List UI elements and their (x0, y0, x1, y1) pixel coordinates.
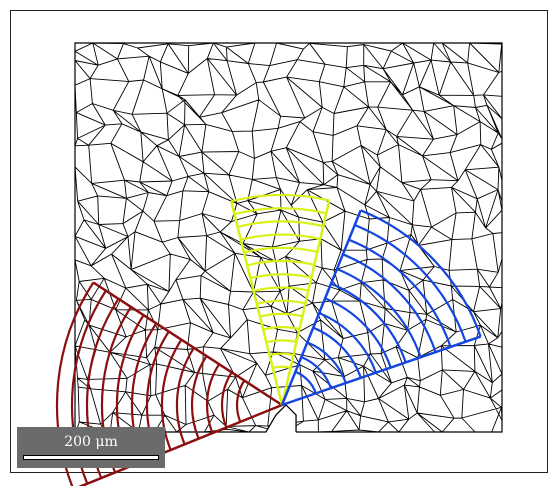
yellow-fan-arc (230, 193, 330, 203)
red-fan-arc (160, 339, 183, 451)
yellow-fan-arc (256, 299, 306, 305)
yellow-fan-arc (259, 312, 303, 318)
blue-fan-arc (318, 312, 377, 374)
yellow-fan (229, 193, 331, 406)
grain-boundary-network (74, 42, 503, 433)
yellow-fan-arc (262, 326, 300, 331)
yellow-fan-arc (246, 260, 315, 267)
yellow-fan-arc (250, 273, 312, 280)
blue-fan-arc (306, 341, 347, 384)
notch (265, 404, 297, 433)
blue-fan-arc (312, 326, 362, 379)
scale-bar: 200 μm (17, 427, 165, 468)
yellow-fan-arc (253, 286, 309, 293)
yellow-fan-arc (240, 233, 321, 241)
red-fan-arc (175, 347, 195, 445)
yellow-fan-arc (269, 352, 294, 357)
red-fan-arc (205, 363, 221, 434)
yellow-fan-arc (237, 220, 324, 228)
yellow-fan-arc (243, 246, 318, 254)
yellow-fan-arc (266, 339, 297, 344)
yellow-fan-arc (234, 207, 327, 216)
red-fan-arc (220, 371, 233, 428)
blue-fan-arc (354, 223, 467, 343)
blue-fan-arc (360, 209, 482, 337)
red-fan-arc (190, 355, 208, 440)
scale-bar-label: 200 μm (64, 434, 118, 450)
yellow-fan-arc (272, 365, 291, 369)
blue-fan (280, 209, 482, 407)
grain-boundaries (74, 42, 503, 433)
red-fan-edge (78, 281, 283, 486)
blue-fan-arc (330, 282, 407, 363)
red-fan-arc (235, 379, 246, 423)
blue-fan-arc (294, 370, 317, 394)
blue-fan-arc (324, 297, 392, 368)
scale-bar-line (23, 455, 159, 460)
blue-fan-arc (300, 356, 332, 389)
blue-fan-arc (348, 238, 452, 348)
blue-fan-arc (342, 253, 437, 353)
blue-fan-arc (336, 267, 422, 358)
